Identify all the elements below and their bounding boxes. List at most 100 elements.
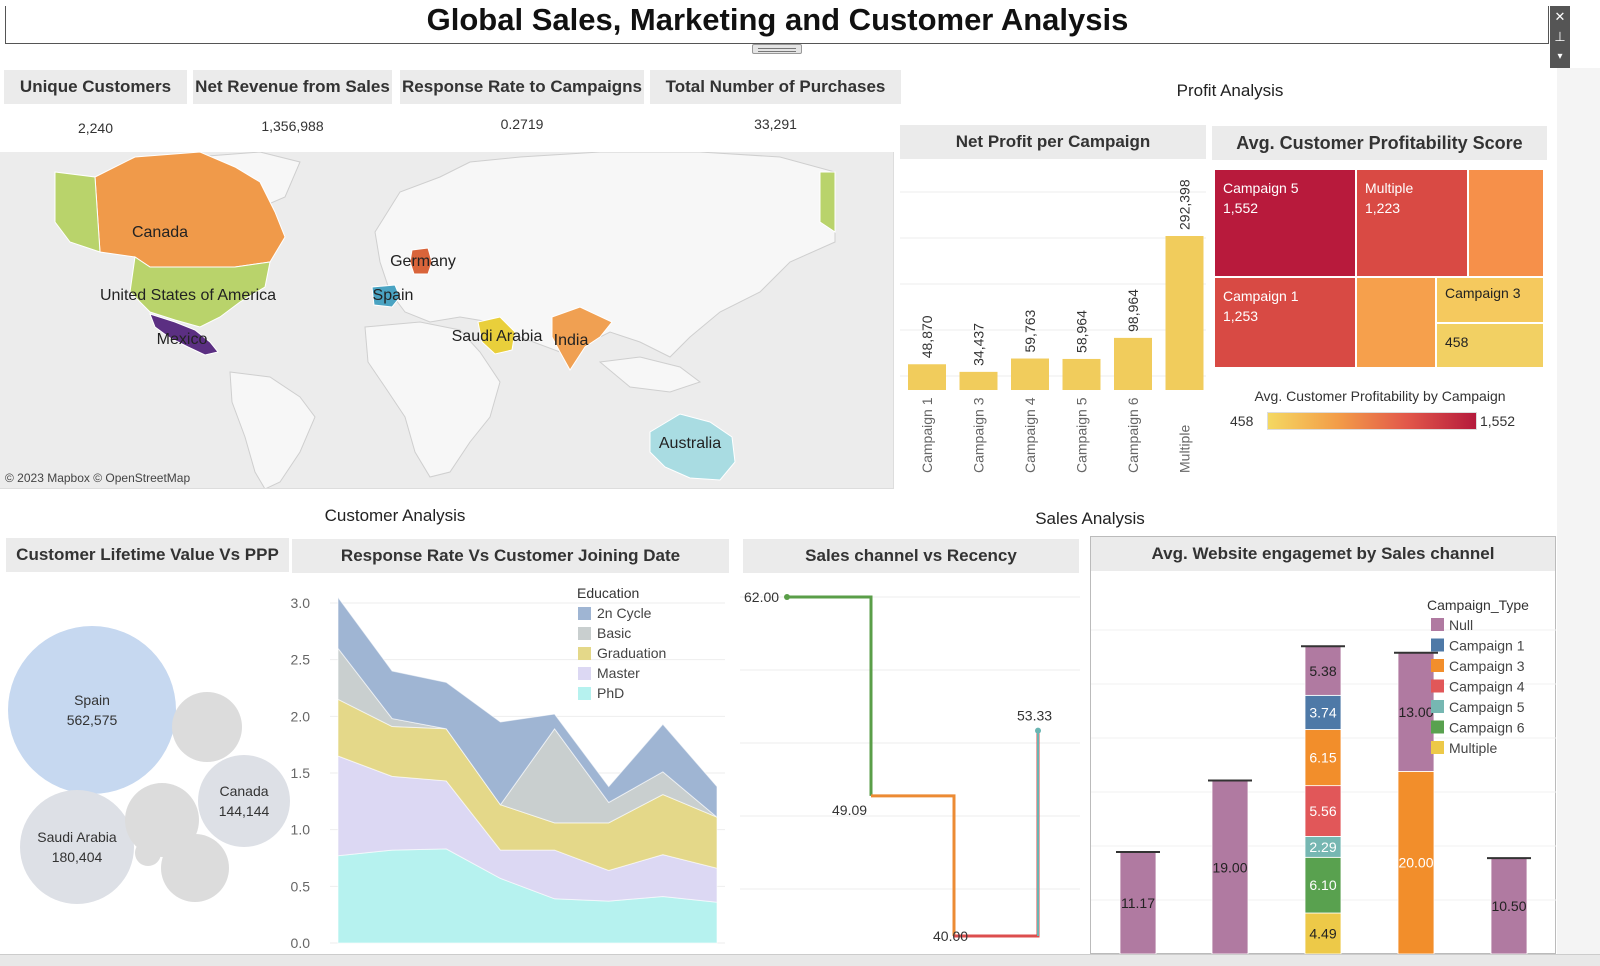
panel-header-engagement: Avg. Website engagemet by Sales channel xyxy=(1091,537,1555,571)
net-profit-chart[interactable]: 48,870 Campaign 1 34,437 Campaign 3 59,763 Ca… xyxy=(900,162,1206,482)
bar-campaign-1[interactable] xyxy=(908,364,946,390)
area-2n-cycle[interactable] xyxy=(337,595,718,819)
panel-header-profitability: Avg. Customer Profitability Score xyxy=(1212,126,1547,160)
treemap-cell-campaign-5[interactable]: Campaign 5 1,552 xyxy=(1215,170,1357,278)
stack-value-label: 10.50 xyxy=(1491,898,1526,914)
stack-segment-campaign-1[interactable] xyxy=(1304,694,1342,730)
country-spain[interactable] xyxy=(371,284,401,308)
legend-item-campaign-3[interactable]: Campaign 3 xyxy=(1449,658,1525,674)
resize-grip-handle[interactable] xyxy=(752,44,802,54)
bubble-value: 180,404 xyxy=(52,849,103,865)
legend-item-campaign-4[interactable]: Campaign 4 xyxy=(1449,679,1525,695)
world-map[interactable]: Canada United States of America Mexico G… xyxy=(0,152,894,489)
map-label-germany: Germany xyxy=(390,253,456,270)
treemap-value: 1,552 xyxy=(1223,200,1259,216)
legend-item-master[interactable]: Master xyxy=(597,665,640,681)
recency-value-label: 62.00 xyxy=(744,589,779,605)
dropdown-arrow-icon[interactable]: ▾ xyxy=(1557,51,1563,62)
treemap-label: Campaign 1 xyxy=(1223,288,1299,304)
stack-value-label: 5.56 xyxy=(1309,803,1336,819)
y-tick-label: 1.0 xyxy=(291,822,311,838)
country-germany[interactable] xyxy=(409,247,433,275)
bar-campaign-3[interactable] xyxy=(959,371,998,390)
treemap-cell-campaign-1[interactable]: Campaign 1 1,253 xyxy=(1215,278,1357,367)
response-area-chart[interactable]: 0.0 0.5 1.0 1.5 2.0 2.5 3.0 Education 2n Cycle Ba… xyxy=(280,578,730,954)
bubble-other[interactable] xyxy=(172,692,242,762)
map-attribution[interactable]: © 2023 Mapbox © OpenStreetMap xyxy=(5,471,191,485)
legend-item-graduation[interactable]: Graduation xyxy=(597,645,666,661)
stack-segment-null[interactable] xyxy=(1304,645,1342,696)
treemap-cell-campaign-3[interactable]: Campaign 3 xyxy=(1437,278,1543,324)
recency-point[interactable] xyxy=(784,594,790,600)
bar-category-label: Campaign 5 xyxy=(1074,397,1090,473)
bar-campaign-4[interactable] xyxy=(1011,358,1049,390)
stack-segment-campaign-3[interactable] xyxy=(1304,729,1342,787)
treemap-label: Campaign 3 xyxy=(1445,285,1521,301)
country-india[interactable] xyxy=(551,306,613,371)
country-alaska[interactable] xyxy=(54,171,101,253)
country-usa[interactable] xyxy=(129,256,271,328)
stack-value-label: 6.10 xyxy=(1309,877,1336,893)
section-title-profit: Profit Analysis xyxy=(1176,81,1284,100)
country-mexico[interactable] xyxy=(149,313,219,356)
country-russia-east[interactable] xyxy=(819,171,836,233)
treemap-color-legend xyxy=(1267,412,1477,430)
legend-item-basic[interactable]: Basic xyxy=(597,625,631,641)
stack-value-label: 20.00 xyxy=(1398,855,1433,871)
bar-value-label: 59,763 xyxy=(1022,309,1038,352)
legend-item-campaign-5[interactable]: Campaign 5 xyxy=(1449,699,1525,715)
legend-swatch xyxy=(578,627,591,640)
stack-segment-campaign-6[interactable] xyxy=(1304,856,1342,914)
legend-item-campaign-6[interactable]: Campaign 6 xyxy=(1449,720,1525,736)
bar-multiple[interactable] xyxy=(1165,236,1204,390)
recency-step-line[interactable] xyxy=(871,794,956,936)
treemap-cell-unlabeled[interactable] xyxy=(1357,278,1437,367)
kpi-header-net-revenue: Net Revenue from Sales xyxy=(193,70,392,104)
treemap-cell-unlabeled[interactable] xyxy=(1469,170,1543,278)
recency-step-line[interactable] xyxy=(787,595,873,796)
legend-item-null[interactable]: Null xyxy=(1449,617,1473,633)
status-bar xyxy=(0,954,1600,966)
engagement-stacked-chart[interactable]: 11.17 19.00 4.49 6.10 2.29 5.56 6.15 3.74 5.38 20… xyxy=(1091,576,1556,954)
treemap-cell-multiple[interactable]: Multiple 1,223 xyxy=(1357,170,1469,278)
recency-point[interactable] xyxy=(1035,727,1041,734)
stack-segment-multiple[interactable] xyxy=(1304,912,1342,954)
kpi-header-total-purchases: Total Number of Purchases xyxy=(650,70,901,104)
stack-segment-null[interactable] xyxy=(1119,851,1157,954)
profitability-treemap[interactable]: Campaign 5 1,552 Multiple 1,223 Campaign… xyxy=(1215,170,1543,367)
map-label-india: India xyxy=(554,332,589,349)
stack-segment-null[interactable] xyxy=(1490,857,1528,954)
bar-campaign-6[interactable] xyxy=(1114,337,1152,390)
recency-value-label: 53.33 xyxy=(1017,708,1052,724)
bubble-label: Saudi Arabia xyxy=(37,829,117,845)
bubble-other[interactable] xyxy=(161,834,229,902)
country-saudi-arabia[interactable] xyxy=(477,316,516,355)
bar-campaign-5[interactable] xyxy=(1062,358,1101,390)
legend-item-2n-cycle[interactable]: 2n Cycle xyxy=(597,605,652,621)
section-title-customer: Customer Analysis xyxy=(324,506,466,525)
close-icon[interactable]: ✕ xyxy=(1554,9,1566,24)
country-australia[interactable] xyxy=(649,413,736,481)
bar-category-label: Multiple xyxy=(1177,425,1193,473)
bubble-label: Canada xyxy=(219,783,268,799)
clv-bubble-chart[interactable]: Spain 562,575 Saudi Arabia 180,404 Canada 144… xyxy=(0,576,292,954)
bubble-canada[interactable] xyxy=(198,755,290,847)
legend-item-phd[interactable]: PhD xyxy=(597,685,624,701)
stack-value-label: 13.00 xyxy=(1398,704,1433,720)
legend-swatch xyxy=(1431,618,1444,631)
recency-step-chart[interactable]: 62.00 49.09 40.00 53.33 xyxy=(740,578,1080,954)
legend-item-multiple[interactable]: Multiple xyxy=(1449,740,1497,756)
legend-swatch xyxy=(578,667,591,680)
recency-step-line[interactable] xyxy=(954,730,1040,938)
bar-category-label: Campaign 1 xyxy=(919,397,935,473)
bubble-other[interactable] xyxy=(135,840,161,866)
treemap-cell-458[interactable]: 458 xyxy=(1437,324,1543,367)
legend-swatch xyxy=(1431,700,1444,713)
pin-icon[interactable]: ⊥ xyxy=(1554,29,1566,44)
kpi-header-response-rate: Response Rate to Campaigns xyxy=(400,70,644,104)
legend-item-campaign-1[interactable]: Campaign 1 xyxy=(1449,638,1525,654)
eurasia-shape xyxy=(374,152,836,358)
stack-segment-campaign-4[interactable] xyxy=(1304,785,1342,837)
bubble-spain[interactable] xyxy=(8,626,176,794)
bubble-saudi-arabia[interactable] xyxy=(20,790,134,904)
